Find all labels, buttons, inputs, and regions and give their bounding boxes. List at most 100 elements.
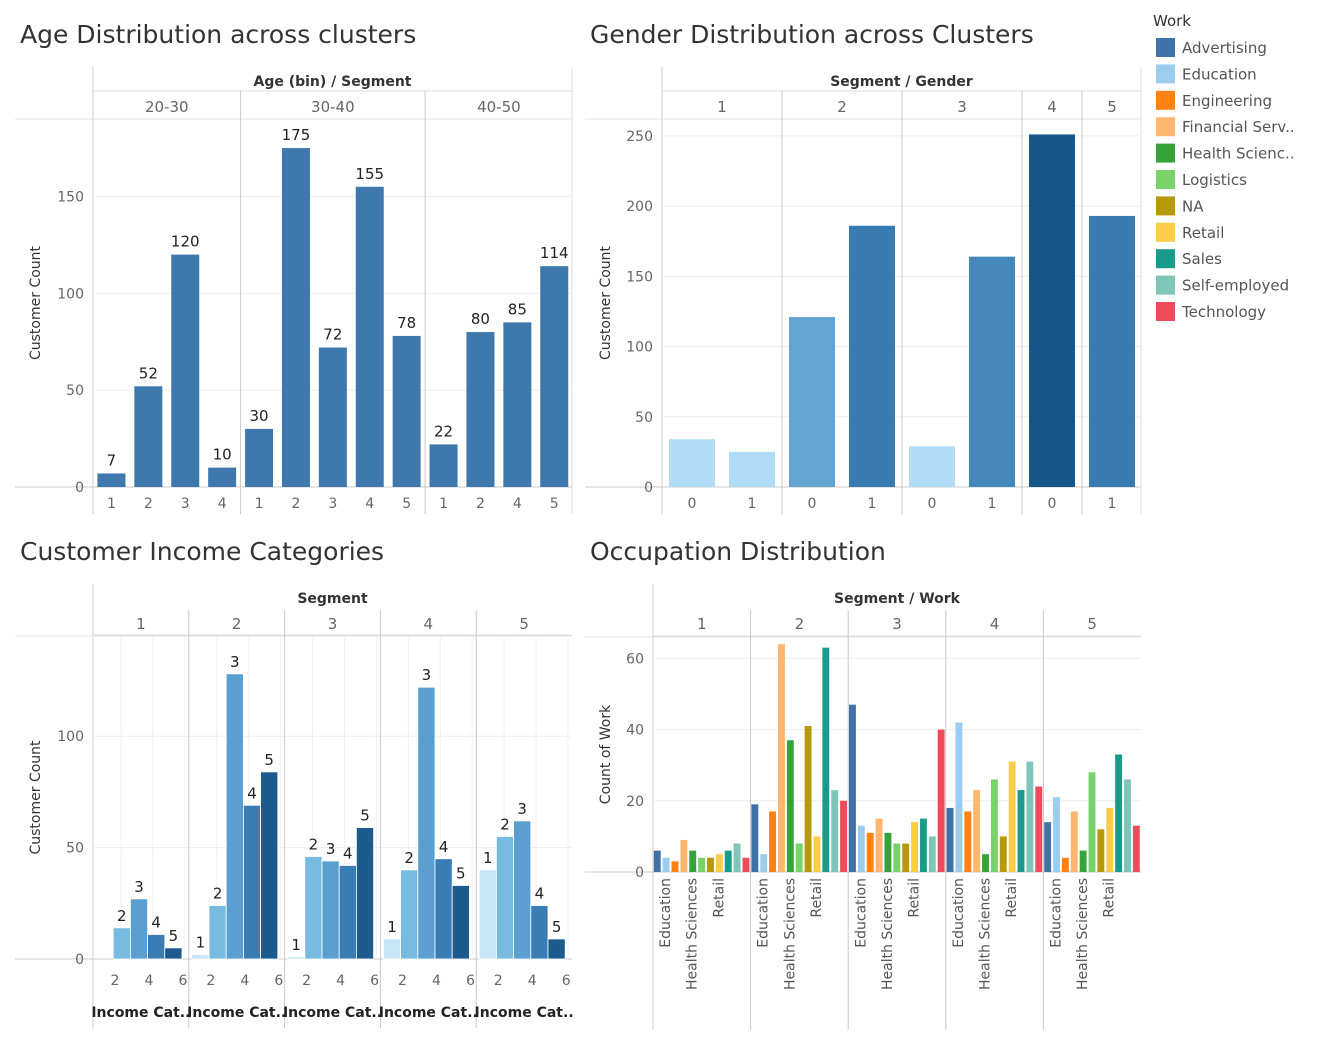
x-tick-label: Retail <box>1004 878 1020 918</box>
x-tick-label: 4 <box>432 973 441 989</box>
work-legend: Work Advertising Education Engineering Finan… <box>1153 12 1295 321</box>
bar <box>495 836 514 960</box>
bar-value-label: 175 <box>282 126 311 144</box>
age-distribution-chart: Age Distribution across clusters Age (bin… <box>15 20 573 514</box>
bar <box>321 860 340 960</box>
bar <box>919 818 927 872</box>
bar-value-label: 4 <box>439 838 449 856</box>
x-tick-label: 2 <box>302 973 311 989</box>
bar-value-label: 1 <box>387 918 397 936</box>
bar-value-label: 5 <box>264 751 274 769</box>
legend-item[interactable]: Advertising <box>1156 38 1267 57</box>
bar <box>1089 215 1135 488</box>
bar <box>1026 761 1034 872</box>
legend-item[interactable]: Retail <box>1156 222 1224 242</box>
bar <box>191 954 210 960</box>
legend-label: Retail <box>1182 224 1224 242</box>
bar <box>786 740 794 872</box>
bar <box>1029 134 1075 487</box>
column-header-title: Segment <box>297 591 368 607</box>
bar <box>225 673 244 960</box>
x-tick-label: 0 <box>688 496 697 512</box>
legend-item[interactable]: Sales <box>1156 249 1222 269</box>
x-tick-label: 6 <box>370 973 379 989</box>
legend-item[interactable]: Technology <box>1156 302 1266 321</box>
bar-value-label: 3 <box>326 840 336 858</box>
legend-label: Sales <box>1182 250 1222 268</box>
x-tick-label: 4 <box>336 973 345 989</box>
bar <box>669 439 715 487</box>
bar-value-label: 85 <box>508 300 527 318</box>
x-tick-label: 1 <box>988 496 997 512</box>
x-tick-label: 0 <box>928 496 937 512</box>
legend-item[interactable]: Financial Serv.. <box>1156 117 1295 137</box>
bar <box>112 927 131 960</box>
x-axis-title: Income Cat.. <box>475 1005 574 1021</box>
bar <box>1008 761 1016 872</box>
bar <box>955 722 963 872</box>
legend-label: Education <box>1182 65 1257 83</box>
x-tick-label: Health Sciences <box>782 878 798 990</box>
bar <box>1017 790 1025 872</box>
bar <box>97 473 126 487</box>
bar <box>1070 811 1078 872</box>
legend-item[interactable]: Education <box>1156 64 1257 84</box>
legend-label: Technology <box>1181 303 1266 321</box>
income-categories-chart: Customer Income Categories Segment 0 50 100 C… <box>15 537 574 1028</box>
bar <box>540 266 569 487</box>
bar-value-label: 22 <box>434 422 453 440</box>
legend-label: Financial Serv.. <box>1182 118 1295 136</box>
x-tick-label: 2 <box>398 973 407 989</box>
bar-value-label: 5 <box>169 927 179 945</box>
legend-item[interactable]: Engineering <box>1156 90 1272 110</box>
x-tick-label: 3 <box>328 496 337 512</box>
bar <box>1035 786 1043 872</box>
bar <box>208 467 237 487</box>
bar-value-label: 78 <box>397 314 416 332</box>
legend-swatch <box>1156 143 1175 163</box>
y-tick-label: 40 <box>626 723 644 739</box>
legend-item[interactable]: NA <box>1156 196 1204 216</box>
bar <box>1061 857 1069 872</box>
legend-swatch <box>1156 302 1175 321</box>
legend-item[interactable]: Logistics <box>1156 170 1247 189</box>
bar-value-label: 155 <box>355 165 384 183</box>
x-tick-label: 1 <box>107 496 116 512</box>
x-tick-label: Health Sciences <box>880 878 896 990</box>
column-header-label: 20-30 <box>145 98 189 116</box>
x-tick-label: 6 <box>562 973 571 989</box>
column-header-label: 4 <box>1047 98 1057 116</box>
bar-value-label: 3 <box>422 666 432 684</box>
bar <box>1115 754 1123 872</box>
bar <box>417 686 436 960</box>
bar <box>760 854 768 872</box>
bar <box>1106 807 1114 872</box>
column-header-title: Segment / Gender <box>830 74 973 90</box>
legend-swatch <box>1156 249 1175 269</box>
bar <box>969 256 1015 487</box>
x-tick-label: 2 <box>111 973 120 989</box>
bar <box>729 451 775 487</box>
bar <box>355 186 384 487</box>
y-tick-label: 100 <box>57 286 84 302</box>
y-axis-label: Customer Count <box>598 245 614 360</box>
legend-item[interactable]: Self-employed <box>1156 275 1289 295</box>
legend-label: NA <box>1182 197 1204 215</box>
y-tick-label: 0 <box>644 480 653 496</box>
legend-item[interactable]: Health Scienc.. <box>1156 143 1294 163</box>
y-tick-label: 0 <box>75 480 84 496</box>
x-axis-title: Income Cat.. <box>187 1005 286 1021</box>
bar <box>982 854 989 872</box>
bar-value-label: 1 <box>291 936 301 954</box>
legend-swatch <box>1156 275 1175 295</box>
bar <box>1044 822 1052 872</box>
bar <box>698 857 706 872</box>
bar <box>804 726 812 872</box>
bar <box>875 818 883 872</box>
bar-value-label: 4 <box>535 885 545 903</box>
x-tick-label: Retail <box>1102 878 1118 918</box>
bar <box>813 836 821 872</box>
bar-value-label: 4 <box>343 844 353 862</box>
bar <box>287 956 306 960</box>
